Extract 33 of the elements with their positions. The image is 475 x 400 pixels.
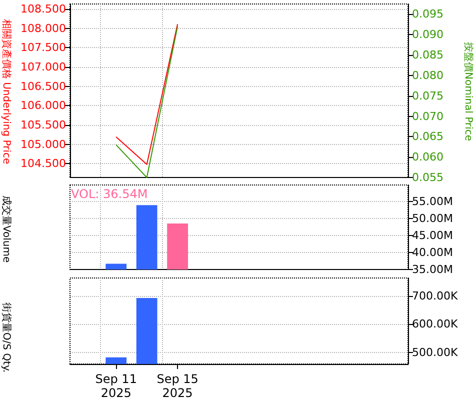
y-axis-title: 成交量Volume [0, 195, 12, 263]
y-tick-label: 40.00M [412, 246, 453, 259]
y2-axis-title: 按盤價Nominal Price [462, 42, 474, 141]
y-tick-label: 500.00K [412, 346, 458, 359]
y-tick-label: 50.00M [412, 212, 453, 225]
y2-tick-label: 0.070 [412, 110, 444, 123]
y2-tick-label: 0.065 [412, 130, 444, 144]
y2-tick-label: 0.075 [412, 89, 444, 102]
y-tick-label: 600.00K [412, 318, 458, 331]
y2-tick-label: 0.085 [412, 48, 444, 62]
y-tick-label: 107.000 [20, 60, 66, 74]
y-tick-label: 107.500 [20, 41, 66, 54]
y2-tick-label: 0.055 [412, 171, 444, 184]
y2-tick-label: 0.080 [412, 68, 444, 82]
y-tick-label: 104.500 [20, 157, 66, 170]
y-axis-title: 街貨量O/S Qty. [0, 302, 12, 373]
y-tick-label: 108.000 [20, 22, 66, 35]
x-tick-label: Sep 15 2025 [156, 372, 198, 400]
y-tick-label: 106.500 [20, 80, 66, 93]
y2-tick-label: 0.060 [412, 150, 444, 164]
x-tick-label: Sep 11 2025 [95, 372, 137, 400]
y-tick-label: 108.500 [20, 2, 66, 16]
y2-tick-label: 0.095 [412, 8, 444, 21]
y-tick-label: 35.00M [412, 263, 453, 276]
y-tick-label: 55.00M [412, 194, 453, 208]
y2-tick-label: 0.090 [412, 28, 444, 42]
y-tick-label: 700.00K [412, 289, 458, 302]
y-tick-label: 106.000 [20, 99, 66, 112]
annotation: VOL: 36.54M [71, 187, 148, 201]
y-tick-label: 45.00M [412, 228, 453, 242]
y-tick-label: 105.500 [20, 118, 66, 132]
y-axis-title: 相關資產價格 Underlying Price [0, 18, 12, 164]
y-tick-label: 105.000 [20, 138, 66, 151]
